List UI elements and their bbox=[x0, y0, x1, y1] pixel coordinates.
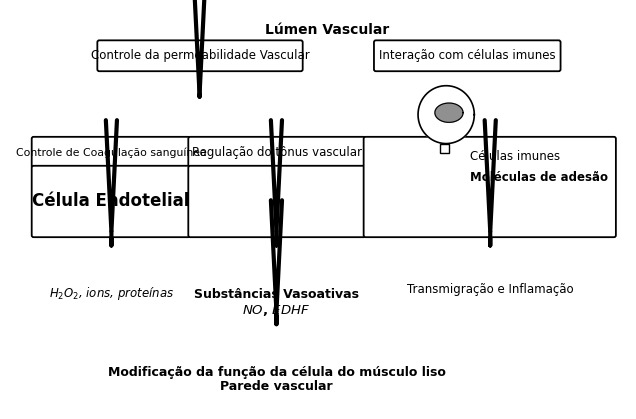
Polygon shape bbox=[435, 103, 463, 122]
Text: Modificação da função da célula do músculo liso: Modificação da função da célula do múscu… bbox=[107, 365, 445, 378]
Bar bbox=[439, 144, 449, 153]
Text: Regulação do tônus vascular: Regulação do tônus vascular bbox=[192, 146, 362, 159]
FancyBboxPatch shape bbox=[188, 137, 366, 168]
Text: Parede vascular: Parede vascular bbox=[220, 380, 333, 393]
Text: Lúmen Vascular: Lúmen Vascular bbox=[265, 23, 389, 37]
Text: Substâncias Vasoativas: Substâncias Vasoativas bbox=[194, 288, 359, 301]
FancyBboxPatch shape bbox=[32, 166, 190, 237]
Text: Interação com células imunes: Interação com células imunes bbox=[379, 49, 556, 62]
Text: Controle da permeabilidade Vascular: Controle da permeabilidade Vascular bbox=[91, 49, 309, 62]
FancyBboxPatch shape bbox=[32, 137, 190, 168]
Text: $\it{NO}$, $\it{EDHF}$: $\it{NO}$, $\it{EDHF}$ bbox=[242, 303, 310, 318]
Text: Transmigração e Inflamação: Transmigração e Inflamação bbox=[407, 284, 574, 297]
FancyBboxPatch shape bbox=[97, 40, 303, 71]
FancyBboxPatch shape bbox=[374, 40, 560, 71]
FancyBboxPatch shape bbox=[364, 137, 616, 237]
FancyBboxPatch shape bbox=[188, 166, 366, 237]
Text: Moléculas de adesão: Moléculas de adesão bbox=[469, 171, 607, 184]
Text: Células imunes: Células imunes bbox=[469, 150, 560, 163]
Text: $H_2O_2$, $\it{ions}$, proteínas: $H_2O_2$, $\it{ions}$, proteínas bbox=[49, 285, 174, 303]
Text: Controle de Coagulação sanguínea: Controle de Coagulação sanguínea bbox=[16, 147, 206, 158]
Polygon shape bbox=[418, 86, 474, 144]
Text: Célula Endotelial: Célula Endotelial bbox=[32, 192, 190, 210]
